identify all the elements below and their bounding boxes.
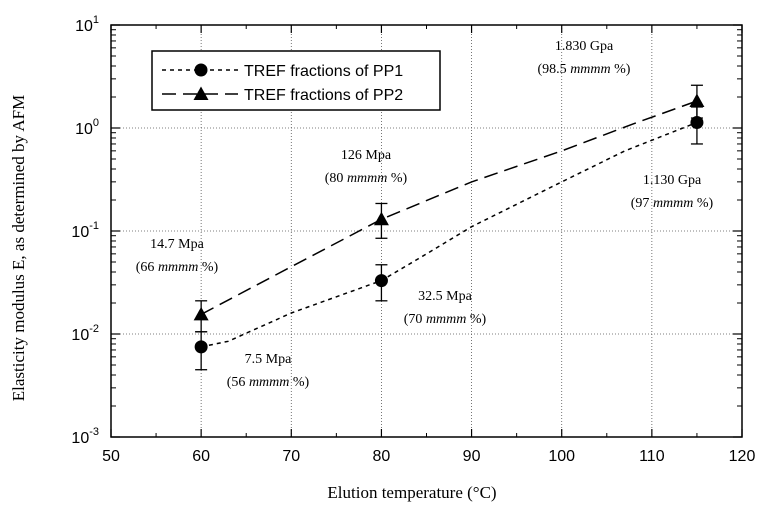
annotation-value: 1.130 Gpa <box>643 173 702 188</box>
data-point-s2 <box>193 306 209 321</box>
annotation-value: 7.5 Mpa <box>245 352 292 367</box>
annotation-value: 1.830 Gpa <box>555 39 614 54</box>
annotation-tacticity: (98.5 mmmm %) <box>538 62 631 77</box>
x-tick-label: 60 <box>192 448 210 465</box>
annotations: 14.7 Mpa (66 mmmm %) 126 Mpa (80 mmmm %) 1.8… <box>136 39 714 390</box>
legend-marker <box>193 86 209 100</box>
legend-label: TREF fractions of PP2 <box>244 87 403 104</box>
legend: TREF fractions of PP1 TREF fractions of P… <box>151 50 441 111</box>
x-axis-label: Elution temperature (°C) <box>327 483 496 502</box>
y-tick-label: 101 <box>75 14 99 35</box>
annotation-3: 1.830 Gpa (98.5 mmmm %) <box>538 39 631 77</box>
axis-ticks <box>110 24 743 438</box>
legend-item-1: TREF fractions of PP1 <box>162 63 403 80</box>
error-bars <box>195 84 703 371</box>
data-point-s2 <box>689 93 705 107</box>
y-tick-label: 100 <box>75 117 99 138</box>
data-point-s1 <box>690 116 704 130</box>
annotation-value: 14.7 Mpa <box>150 237 204 252</box>
data-markers <box>193 93 705 354</box>
annotation-1: 14.7 Mpa (66 mmmm %) <box>136 237 219 275</box>
gridlines <box>111 25 742 437</box>
y-axis-label: Elasticity modulus E, as determined by A… <box>9 95 28 401</box>
x-tick-label: 90 <box>463 448 481 465</box>
annotation-tacticity: (66 mmmm %) <box>136 260 219 275</box>
legend-label: TREF fractions of PP1 <box>244 63 403 80</box>
data-point-s2 <box>373 211 389 226</box>
data-point-s1 <box>194 340 208 354</box>
legend-item-2: TREF fractions of PP2 <box>162 86 403 104</box>
x-tick-label: 80 <box>373 448 391 465</box>
annotation-6: 7.5 Mpa (56 mmmm %) <box>227 352 310 390</box>
annotation-2: 126 Mpa (80 mmmm %) <box>325 148 408 186</box>
y-tick-labels: 10-3 10-2 10-1 100 101 <box>71 14 99 447</box>
annotation-tacticity: (80 mmmm %) <box>325 171 408 186</box>
y-tick-label: 10-3 <box>71 426 99 447</box>
annotation-tacticity: (70 mmmm %) <box>404 312 487 327</box>
series-curves <box>200 100 698 348</box>
legend-marker <box>194 63 208 77</box>
annotation-value: 32.5 Mpa <box>418 289 472 304</box>
y-tick-label: 10-2 <box>71 323 99 344</box>
y-tick-label: 10-1 <box>71 220 99 241</box>
annotation-4: 1.130 Gpa (97 mmmm %) <box>631 173 714 211</box>
x-tick-label: 70 <box>282 448 300 465</box>
x-tick-labels: 50 60 70 80 90 100 110 120 <box>102 448 755 465</box>
series-line-2 <box>200 100 698 316</box>
x-tick-label: 120 <box>729 448 756 465</box>
x-tick-label: 100 <box>548 448 575 465</box>
annotation-tacticity: (56 mmmm %) <box>227 375 310 390</box>
series-line-1 <box>200 121 698 348</box>
x-tick-label: 110 <box>639 448 665 465</box>
annotation-5: 32.5 Mpa (70 mmmm %) <box>404 289 487 327</box>
annotation-tacticity: (97 mmmm %) <box>631 196 714 211</box>
legend-box <box>151 50 441 111</box>
annotation-value: 126 Mpa <box>341 148 392 163</box>
x-tick-label: 50 <box>102 448 120 465</box>
data-point-s1 <box>374 274 388 288</box>
